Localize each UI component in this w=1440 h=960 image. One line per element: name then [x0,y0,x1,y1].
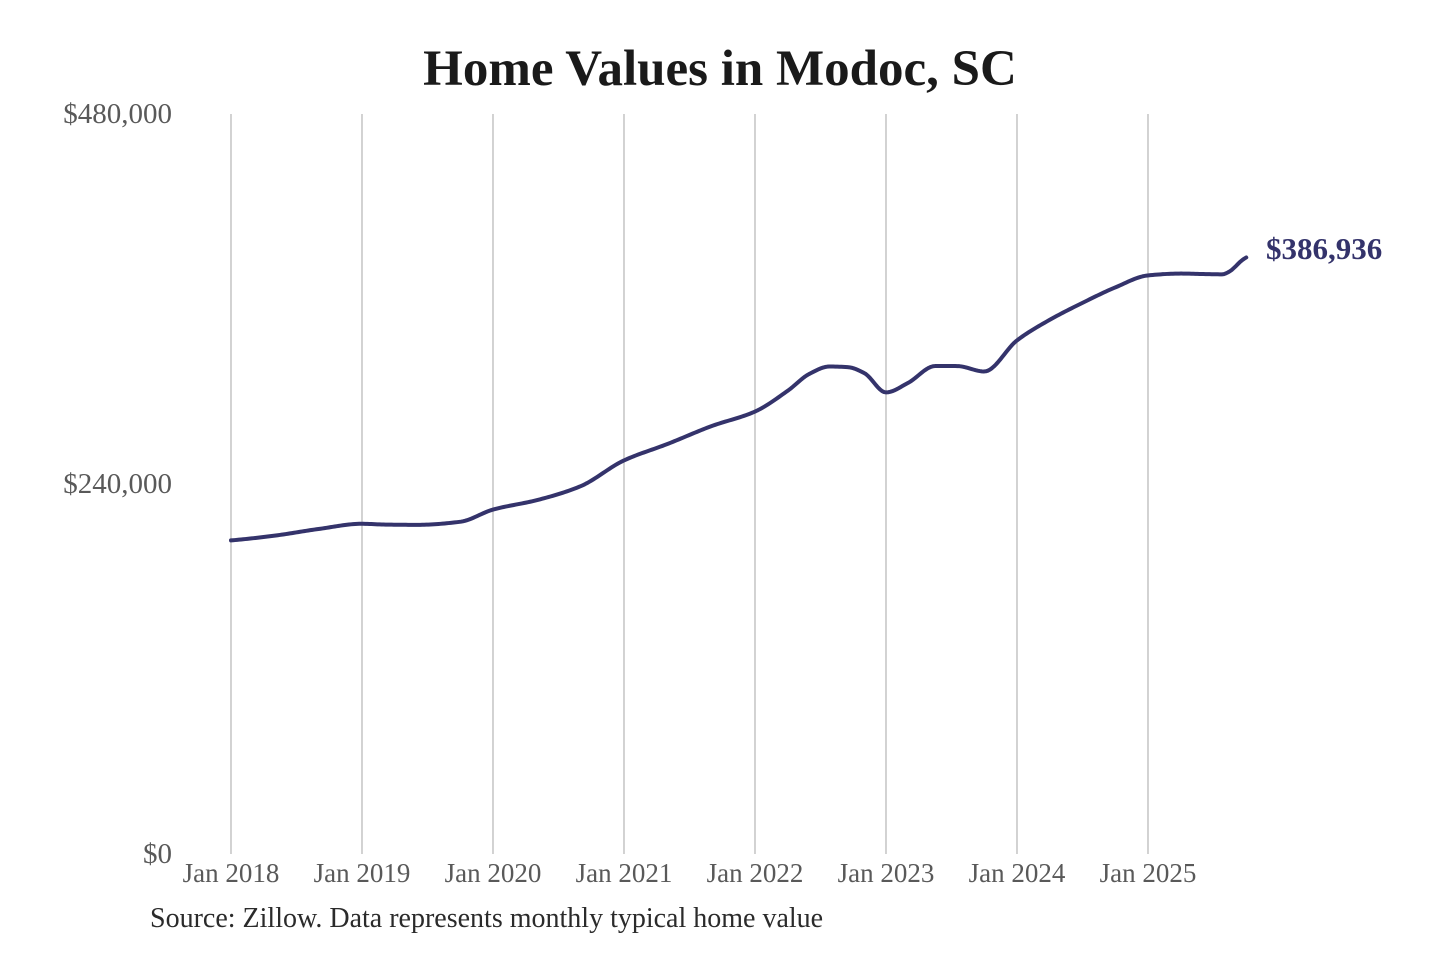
svg-text:$480,000: $480,000 [63,98,172,130]
svg-text:Jan 2021: Jan 2021 [576,858,673,888]
svg-text:Jan 2020: Jan 2020 [445,858,542,888]
svg-text:$386,936: $386,936 [1266,231,1382,266]
svg-text:Jan 2025: Jan 2025 [1100,858,1197,888]
svg-text:Jan 2023: Jan 2023 [838,858,935,888]
svg-text:$240,000: $240,000 [63,468,172,500]
svg-text:Jan 2022: Jan 2022 [707,858,804,888]
svg-text:$0: $0 [143,838,172,870]
svg-text:Jan 2018: Jan 2018 [183,858,280,888]
svg-text:Jan 2019: Jan 2019 [314,858,411,888]
svg-text:Jan 2024: Jan 2024 [969,858,1066,888]
